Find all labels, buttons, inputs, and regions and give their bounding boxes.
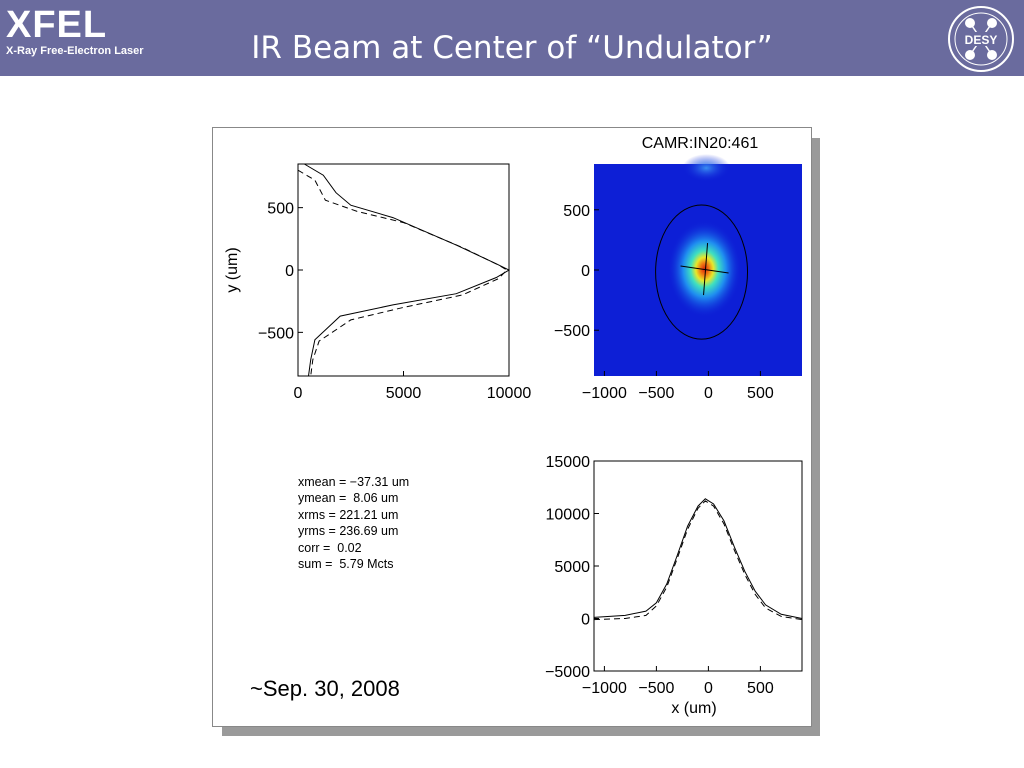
- camera-label: CAMR:IN20:461: [642, 135, 759, 152]
- x-tick-label: 0: [704, 680, 713, 697]
- y-tick-label: −500: [554, 323, 590, 340]
- beam-image-plot: −1000 −500 0 500 500 0 −500: [554, 154, 802, 402]
- stat-yrms: yrms = 236.69 um: [298, 524, 399, 539]
- x-tick-label: 5000: [386, 385, 422, 402]
- x-axis-label: x (um): [671, 700, 716, 717]
- y-tick-label: 5000: [554, 559, 590, 576]
- y-tick-label: 15000: [546, 454, 591, 471]
- desy-logo-text: DESY: [965, 33, 998, 47]
- stat-xrms: xrms = 221.21 um: [298, 507, 399, 522]
- y-axis-label: y (um): [224, 247, 241, 292]
- x-tick-label: −500: [638, 385, 674, 402]
- x-tick-label: 10000: [487, 385, 532, 402]
- beam-top-glow: [682, 154, 731, 182]
- desy-logo-icon: DESY: [948, 6, 1014, 72]
- plot-frame: [297, 163, 510, 377]
- beam-crosshair-x: [680, 265, 729, 274]
- x-tick-label: 0: [294, 385, 303, 402]
- stat-corr: corr = 0.02: [298, 540, 362, 555]
- beam-statistics: xmean = −37.31 um ymean = 8.06 um xrms =…: [298, 474, 409, 572]
- y-tick-label: 10000: [546, 507, 591, 524]
- plot-frame: [593, 460, 803, 672]
- x-tick-label: 0: [704, 385, 713, 402]
- y-tick-label: 0: [285, 263, 294, 280]
- y-tick-label: 500: [563, 203, 590, 220]
- stat-xmean: xmean = −37.31 um: [298, 475, 410, 489]
- y-tick-label: −500: [258, 325, 294, 342]
- slide-title: IR Beam at Center of “Undulator”: [251, 30, 773, 66]
- x-tick-label: −1000: [582, 680, 627, 697]
- xfel-logo-subtitle: X-Ray Free-Electron Laser: [6, 45, 144, 57]
- y-profile-series-dashed: [297, 169, 508, 377]
- x-tick-label: −1000: [582, 385, 627, 402]
- xfel-logo: XFEL: [6, 4, 108, 46]
- stat-sum: sum = 5.79 Mcts: [298, 557, 394, 572]
- y-tick-label: 0: [581, 612, 590, 629]
- date-label: ~Sep. 30, 2008: [250, 676, 400, 701]
- y-profile-series-solid: [304, 163, 511, 377]
- beam-crosshair-y: [703, 242, 709, 296]
- slide-header: XFEL X-Ray Free-Electron Laser IR Beam a…: [0, 0, 1024, 76]
- figure-panel: CAMR:IN20:461 0 5000 10000 500 0 −500 y (um) −…: [212, 127, 812, 727]
- x-profile-series-solid: [593, 498, 803, 619]
- y-tick-label: 0: [581, 263, 590, 280]
- stat-ymean: ymean = 8.06 um: [298, 491, 399, 506]
- beam-rms-ellipse: [655, 204, 749, 340]
- x-tick-label: 500: [747, 385, 774, 402]
- x-profile-series-dashed: [593, 500, 803, 621]
- y-tick-label: 500: [267, 201, 294, 218]
- x-tick-label: 500: [747, 680, 774, 697]
- x-tick-label: −500: [638, 680, 674, 697]
- y-tick-label: −5000: [545, 664, 590, 681]
